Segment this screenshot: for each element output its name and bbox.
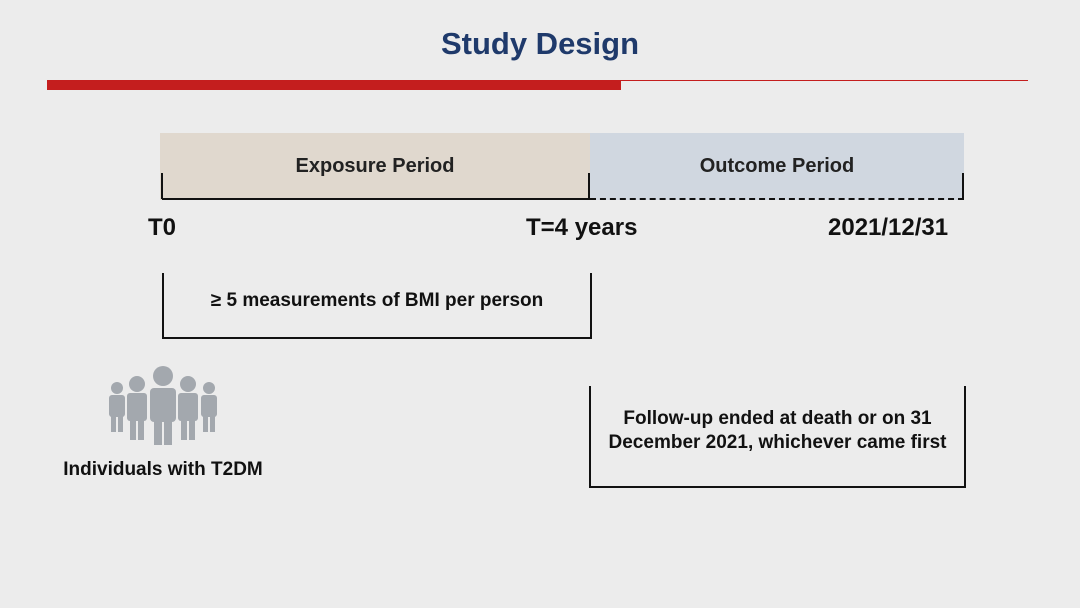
slide-title: Study Design	[440, 26, 640, 61]
outcome-period-box: Outcome Period	[590, 133, 964, 200]
timeline-tick-end	[962, 173, 964, 199]
people-group-icon	[109, 366, 217, 445]
follow-up-bracket: Follow-up ended at death or on 31 Decemb…	[589, 386, 966, 488]
exposure-period-label: Exposure Period	[295, 155, 455, 177]
outcome-period-label: Outcome Period	[699, 155, 855, 177]
timeline-label-middle: T=4 years	[526, 214, 638, 241]
timeline-label-end: 2021/12/31	[828, 214, 949, 241]
timeline-tick-start	[161, 173, 163, 199]
title-underline-thick	[47, 80, 621, 90]
follow-up-text: Follow-up ended at death or on 31 Decemb…	[608, 408, 947, 453]
bmi-requirement-text: ≥ 5 measurements of BMI per person	[210, 290, 544, 311]
exposure-timeline-line	[162, 198, 590, 200]
exposure-period-box: Exposure Period	[160, 133, 590, 200]
outcome-timeline-line	[590, 198, 964, 200]
bmi-requirement-bracket: ≥ 5 measurements of BMI per person	[162, 273, 592, 339]
population-label: Individuals with T2DM	[63, 459, 263, 480]
timeline-label-start: T0	[148, 214, 177, 241]
timeline-tick-middle	[588, 173, 590, 199]
title-underline-thin	[621, 80, 1028, 81]
